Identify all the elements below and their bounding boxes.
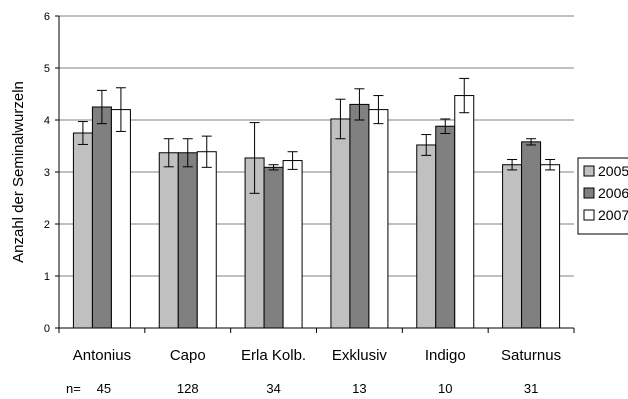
y-tick-label-5: 5 [44,63,50,75]
legend-label-2005: 2005 [598,163,628,179]
y-tick-label-2: 2 [44,219,50,231]
bar-2006-antonius [91,106,112,329]
error-bar-2005-0 [77,121,88,145]
bar-2007-exklusiv [368,109,389,329]
error-bar-2006-4 [440,118,451,135]
legend: 2005 2006 2007 [577,157,628,235]
bar-2006-erla-kolb- [263,166,284,329]
error-bar-2005-4 [421,134,432,156]
error-bar-2007-4 [459,77,470,114]
error-bar-2005-1 [163,138,174,168]
error-bar-2005-2 [249,122,260,194]
legend-swatch-2007 [583,209,595,221]
gridlines [59,15,574,277]
bar-2005-indigo [416,144,437,329]
y-tick-label-4: 4 [44,115,50,127]
bar-2005-antonius [72,132,93,329]
error-bar-2007-3 [373,95,384,125]
error-bar-2007-5 [545,159,556,171]
sample-size-value: 13 [352,381,366,396]
error-bar-2007-0 [115,87,126,132]
error-bar-2006-3 [354,88,365,121]
sample-size-value: 128 [177,381,199,396]
x-category-label: Saturnus [501,347,561,364]
bar-2005-saturnus [502,164,523,329]
sample-size-value: 10 [438,381,452,396]
sample-size-prefix: n= [66,381,81,396]
legend-swatch-2005 [583,165,595,177]
y-tick-label-3: 3 [44,167,50,179]
bar-2006-saturnus [521,141,542,329]
sample-size-value: 45 [97,381,111,396]
bar-2005-capo [158,152,179,329]
error-bar-2006-2 [268,164,279,171]
error-bar-2006-1 [182,138,193,168]
error-bar-2005-3 [335,98,346,140]
bar-2007-indigo [454,95,475,329]
bars [72,95,561,329]
error-bar-2007-1 [201,135,212,168]
error-bar-2006-5 [526,138,537,146]
bar-2007-erla-kolb- [282,160,303,329]
y-tick-label-1: 1 [44,271,50,283]
sample-size-row: n= 45 128 34 13 10 31 [66,381,538,396]
y-tick-label-0: 0 [44,323,50,335]
y-tick-labels: 0 1 2 3 4 5 6 [44,11,50,335]
legend-swatch-2006 [583,187,595,199]
sample-size-value: 34 [266,381,280,396]
legend-label-2006: 2006 [598,185,628,201]
x-category-labels: Antonius Capo Erla Kolb. Exklusiv Indigo Satu… [73,347,561,364]
y-axis-title: Anzahl der Seminalwurzeln [10,81,27,263]
sample-size-value: 31 [524,381,538,396]
x-category-label: Capo [170,347,206,364]
x-category-label: Erla Kolb. [241,347,306,364]
error-bar-2005-5 [507,159,518,171]
x-category-label: Indigo [425,347,466,364]
bar-2007-capo [196,151,217,329]
error-bar-2007-2 [287,151,298,170]
x-category-label: Antonius [73,347,131,364]
bar-2005-exklusiv [330,118,351,329]
x-category-label: Exklusiv [332,347,388,364]
y-tick-label-6: 6 [44,11,50,23]
error-bars [77,77,556,194]
bar-2007-saturnus [540,164,561,329]
axes [55,15,575,333]
bar-2007-antonius [110,109,131,329]
legend-label-2007: 2007 [598,207,628,223]
error-bar-2006-0 [96,89,107,125]
bar-2006-exklusiv [349,103,370,329]
bar-2006-indigo [435,125,456,329]
bar-2006-capo [177,152,198,329]
